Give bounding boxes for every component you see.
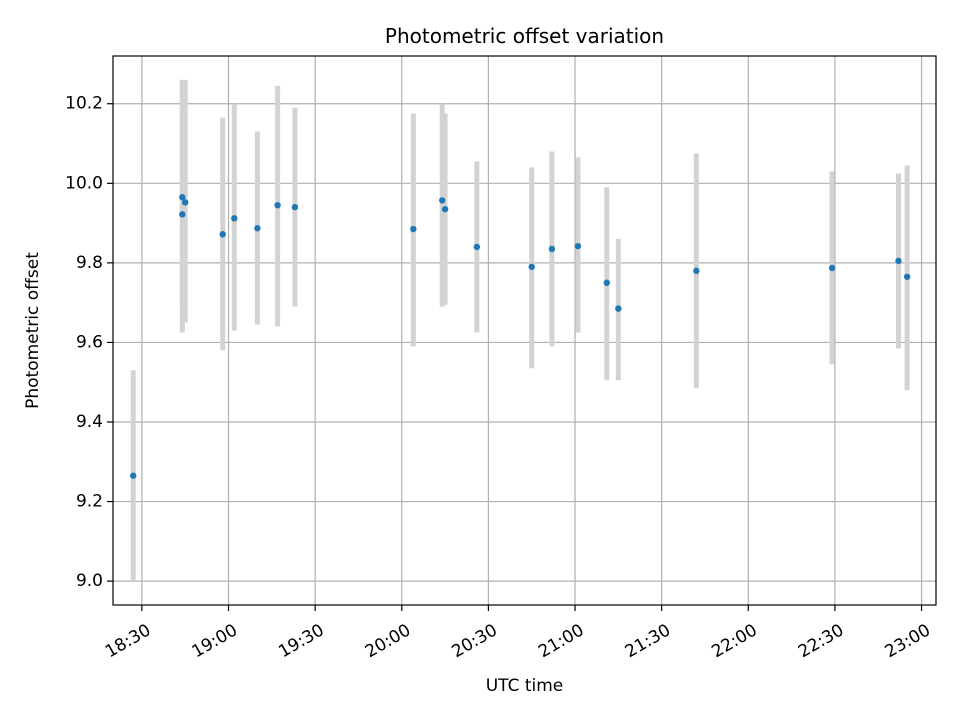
data-point (231, 215, 238, 222)
plot-frame (112, 55, 937, 606)
data-point (179, 194, 186, 201)
data-point (528, 263, 535, 271)
data-point (903, 273, 911, 280)
data-point (828, 264, 836, 272)
x-tick-label: 22:00 (708, 620, 760, 662)
data-point (441, 205, 449, 213)
x-tick-label: 21:30 (622, 620, 674, 662)
data-point (181, 199, 189, 206)
y-tick-label: 9.2 (76, 492, 103, 512)
data-point (603, 279, 610, 286)
error-bars (130, 79, 910, 582)
y-tick-label: 10.0 (65, 173, 103, 193)
data-point (254, 225, 261, 232)
data-point (693, 267, 700, 275)
grid (113, 56, 936, 605)
data-point (179, 211, 186, 218)
y-tick-label: 9.0 (76, 571, 103, 591)
y-tick-label: 9.6 (76, 332, 103, 352)
data-point (574, 242, 582, 250)
data-point (895, 257, 902, 265)
y-tick-label: 9.4 (76, 412, 103, 432)
data-point (615, 305, 622, 312)
data-point (439, 197, 446, 204)
x-axis-ticks: 18:30 19:00 19:30 20:00 20:30 21:00 21:30 22:00… (102, 605, 934, 662)
data-points (130, 194, 911, 479)
y-axis-ticks: 9.0 9.2 9.4 9.6 9.8 10.0 10.2 (65, 94, 113, 591)
x-tick-label: 22:30 (795, 620, 847, 662)
x-tick-label: 18:30 (102, 620, 154, 662)
x-tick-label: 19:00 (189, 620, 241, 662)
data-point (548, 245, 556, 253)
data-point (410, 225, 417, 233)
data-point (130, 472, 137, 479)
x-tick-label: 20:30 (448, 620, 500, 662)
y-axis-label: Photometric offset (23, 252, 43, 409)
x-tick-label: 20:00 (362, 620, 414, 662)
x-tick-label: 21:00 (535, 620, 587, 662)
data-point (473, 243, 481, 251)
data-point (274, 201, 281, 209)
data-point (219, 231, 226, 238)
x-tick-label: 19:30 (275, 620, 327, 662)
y-tick-label: 10.2 (65, 94, 103, 114)
chart-title: Photometric offset variation (385, 24, 664, 48)
y-tick-label: 9.8 (76, 253, 103, 273)
data-point (291, 203, 299, 211)
x-axis-label: UTC time (486, 676, 564, 696)
x-tick-label: 23:00 (882, 620, 934, 662)
